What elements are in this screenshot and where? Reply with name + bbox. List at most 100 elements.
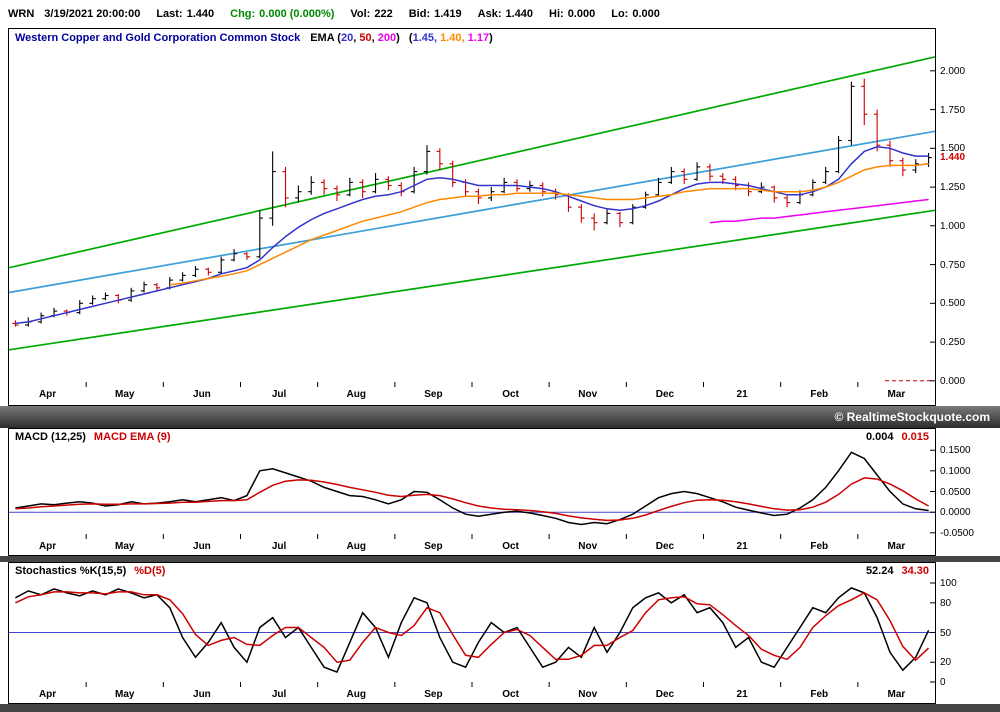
stoch-x-axis: Apr May Jun Jul Aug Sep Oct Nov Dec 21 Feb Mar: [9, 687, 935, 703]
x-axis-month-label: Sep: [424, 689, 443, 700]
ema-legend-part: 50: [359, 32, 372, 44]
header-field-hi: Hi: 0.000: [549, 8, 595, 20]
ema-legend-part: [400, 32, 409, 44]
y-axis-label: 20: [940, 657, 952, 669]
stoch-chart-canvas: [9, 582, 935, 687]
x-axis-month-label: Nov: [578, 389, 598, 400]
y-axis-label: 0.500: [940, 298, 966, 310]
main-title-row: Western Copper and Gold Corporation Comm…: [9, 29, 935, 46]
header-label-hi: Hi:: [549, 8, 564, 20]
x-axis-month-label: Dec: [655, 389, 675, 400]
x-axis-month-label: Mar: [887, 689, 906, 700]
copyright-bar: © RealtimeStockquote.com: [0, 406, 1000, 428]
header-label-ask: Ask:: [477, 8, 502, 20]
macd-y-axis: 0.1500 0.1000 0.0500 0.0000 -0.0500: [936, 428, 1000, 556]
y-axis-label: 0.0500: [940, 486, 971, 498]
stoch-d-value: 34.30: [901, 565, 929, 577]
x-axis-month-label: Nov: [578, 689, 598, 700]
y-axis-label: 0: [940, 677, 946, 689]
x-axis-month-label: Mar: [887, 389, 906, 400]
y-axis-label: 80: [940, 597, 952, 609]
y-axis-label: 0.250: [940, 337, 966, 349]
header-field-last: Last: 1.440: [156, 8, 214, 20]
header-value-bid: 1.419: [434, 8, 462, 20]
y-axis-label: 0.1000: [940, 465, 971, 477]
ema-legend-part: EMA (: [310, 32, 341, 44]
y-axis-label: 0.1500: [940, 445, 971, 457]
x-axis-month-label: Mar: [887, 541, 906, 552]
y-axis-label: 50: [940, 627, 952, 639]
y-axis-label: 1.250: [940, 182, 966, 194]
x-axis-month-label: May: [115, 689, 135, 700]
quote-datetime: 3/19/2021 20:00:00: [44, 8, 141, 20]
x-axis-month-label: Feb: [810, 689, 829, 700]
ema-legend-part: 200: [377, 32, 397, 44]
ema-200-line: [709, 198, 929, 224]
ema-legend-part: 1.40,: [440, 32, 465, 44]
macd-chart-canvas: [9, 449, 935, 539]
-d-line: [15, 591, 930, 664]
y-axis-label: 0.750: [940, 259, 966, 271]
x-axis-month-label: Nov: [578, 541, 598, 552]
main-chart-row: Western Copper and Gold Corporation Comm…: [0, 28, 1000, 406]
x-axis-month-label: Aug: [346, 389, 366, 400]
stoch-title-row: Stochastics %K(15,5) %D(5) 52.24 34.30: [9, 563, 935, 578]
macd-ema-line: [15, 477, 929, 522]
last-price-label: 1.440: [940, 151, 966, 163]
ticker-symbol: WRN: [8, 8, 35, 20]
x-axis-month-label: Oct: [502, 689, 519, 700]
x-axis-month-label: 21: [736, 389, 748, 400]
chart-title: Western Copper and Gold Corporation Comm…: [15, 32, 301, 44]
x-axis-month-label: 21: [736, 541, 748, 552]
y-axis-label: -0.0500: [940, 527, 974, 539]
x-axis-month-label: May: [115, 541, 135, 552]
ema-legend-part: ,: [371, 32, 378, 44]
stoch-y-axis: 100 80 50 20 0: [936, 562, 1000, 704]
ema-legend-part: 1.45,: [412, 32, 438, 44]
y-axis-label: 100: [940, 577, 957, 589]
x-axis-month-label: Sep: [424, 389, 443, 400]
x-axis-month-label: Feb: [810, 541, 829, 552]
y-axis-label: 2.000: [940, 65, 966, 77]
header-label-last: Last:: [156, 8, 183, 20]
main-x-axis: Apr May Jun Jul Aug Sep Oct Nov Dec 21 Feb Mar: [9, 387, 935, 405]
x-axis-month-label: Apr: [38, 689, 57, 700]
x-axis-month-label: Sep: [424, 541, 443, 552]
x-axis-month-label: Aug: [346, 689, 366, 700]
lower-channel: [9, 209, 935, 351]
header-value-lo: 0.000: [632, 8, 660, 20]
macd-title-row: MACD (12,25) MACD EMA (9) 0.004 0.015: [9, 429, 935, 444]
x-axis-month-label: Jul: [271, 541, 287, 552]
x-axis-month-label: May: [115, 389, 135, 400]
x-axis-month-label: Apr: [38, 389, 57, 400]
ema-legend-part: ): [396, 32, 400, 44]
ema-legend-part: (: [408, 32, 413, 44]
x-axis-month-label: Dec: [655, 541, 675, 552]
x-axis-month-label: Jun: [193, 541, 211, 552]
main-chart-panel: Western Copper and Gold Corporation Comm…: [8, 28, 936, 406]
stoch-row: Stochastics %K(15,5) %D(5) 52.24 34.30 A…: [0, 562, 1000, 704]
header-value-last: 1.440: [186, 8, 215, 20]
stoch-k-value: 52.24: [865, 565, 894, 577]
y-axis-label: 0.0000: [940, 507, 971, 519]
header-value-ask: 1.440: [505, 8, 534, 20]
x-axis-month-label: Jun: [193, 689, 211, 700]
macd-signal-value: 0.015: [901, 431, 929, 443]
quote-fields: Last: 1.440 Chg: 0.000 (0.000%) Vol: 222 Bid: 1…: [156, 8, 676, 20]
ema-50-line: [169, 163, 929, 286]
main-chart-canvas: [9, 56, 935, 387]
x-axis-month-label: Apr: [38, 541, 57, 552]
ema-legend-part: 1.17: [467, 32, 490, 44]
ema-legend-part: ): [489, 32, 493, 44]
panel-gap: [0, 556, 1000, 562]
x-axis-month-label: Aug: [346, 541, 366, 552]
x-axis-month-label: 21: [736, 689, 748, 700]
header-label-chg: Chg:: [230, 8, 256, 20]
header-field-vol: Vol: 222: [350, 8, 392, 20]
bottom-bar: [0, 704, 1000, 712]
header-field-chg: Chg: 0.000 (0.000%): [230, 8, 334, 20]
copyright-text: © RealtimeStockquote.com: [834, 410, 990, 424]
ema-legend: EMA (20, 50, 200) (1.45, 1.40, 1.17): [310, 32, 493, 44]
x-axis-month-label: Oct: [502, 541, 519, 552]
stoch-signal-title: %D(5): [134, 565, 166, 577]
